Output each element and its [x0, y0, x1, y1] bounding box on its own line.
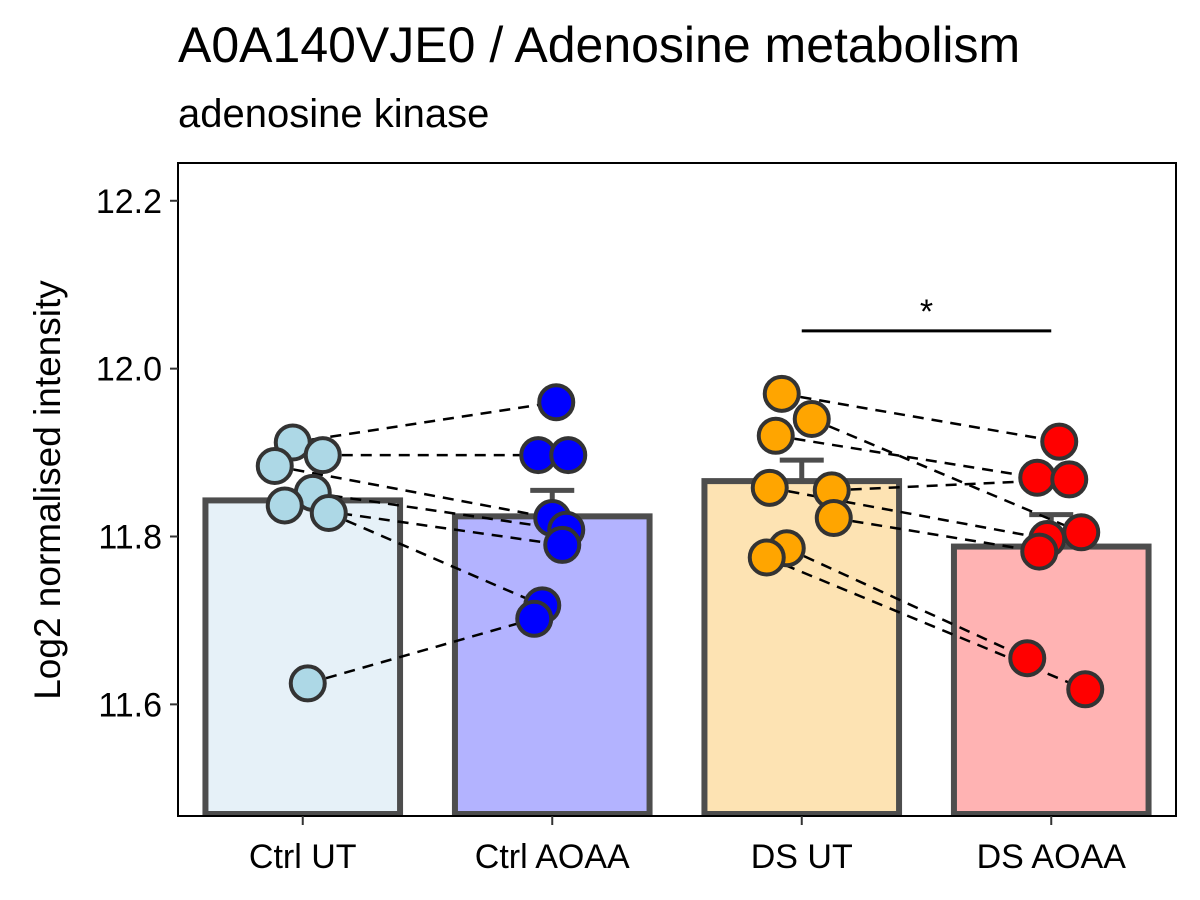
paired-line: [328, 511, 543, 607]
paired-line: [307, 617, 535, 685]
data-point: [1018, 458, 1057, 497]
data-point: [1050, 460, 1089, 499]
data-point: [814, 499, 853, 538]
chart-subtitle: adenosine kinase: [178, 92, 490, 136]
paired-line: [775, 434, 1038, 479]
data-point: [515, 599, 554, 638]
x-tick-label: Ctrl AOAA: [475, 838, 630, 876]
x-tick-label: DS AOAA: [977, 838, 1127, 876]
y-tick-label: 11.6: [98, 686, 162, 724]
y-axis: 11.6 11.8 12.0 12.2: [96, 183, 178, 724]
x-axis: Ctrl UT Ctrl AOAA DS UT DS AOAA: [249, 816, 1126, 876]
paired-line: [292, 400, 557, 444]
plot-panel-border: [177, 162, 1177, 817]
y-tick-label: 12.0: [96, 351, 162, 389]
paired-line: [786, 547, 1028, 660]
data-point: [549, 436, 588, 475]
data-point: [288, 664, 327, 703]
paired-line: [833, 516, 1040, 553]
data-point: [1020, 532, 1059, 571]
data-point: [265, 486, 304, 525]
significance-layer: *: [801, 293, 1052, 333]
x-tick-label: Ctrl UT: [249, 838, 357, 876]
data-point: [756, 416, 795, 455]
significance-label: *: [920, 293, 933, 331]
data-point: [1040, 422, 1079, 461]
data-point: [537, 383, 576, 422]
paired-lines-layer: [274, 392, 1086, 691]
data-point: [747, 538, 786, 577]
x-tick-label: DS UT: [751, 838, 853, 876]
bars-layer: [202, 478, 1152, 817]
paired-line: [274, 464, 553, 520]
bar: [950, 543, 1152, 817]
data-point: [1062, 513, 1101, 552]
y-tick-label: 11.8: [98, 519, 162, 557]
data-point: [1066, 670, 1105, 709]
data-point: [309, 494, 348, 533]
data-point: [750, 468, 789, 507]
paired-line: [781, 392, 1060, 443]
points-layer: [255, 374, 1105, 709]
data-point: [255, 446, 294, 485]
paired-line: [811, 417, 1082, 534]
y-tick-label: 12.2: [96, 183, 162, 221]
chart-title: A0A140VJE0 / Adenosine metabolism: [178, 17, 1021, 73]
data-point: [1008, 639, 1047, 678]
data-point: [543, 525, 582, 564]
data-point: [762, 374, 801, 413]
bar: [451, 513, 653, 817]
bar: [202, 497, 404, 817]
bar: [701, 478, 903, 817]
data-point: [303, 436, 342, 475]
paired-line: [312, 491, 567, 532]
data-point: [792, 399, 831, 438]
y-axis-title: Log2 normalised intensity: [27, 280, 68, 700]
